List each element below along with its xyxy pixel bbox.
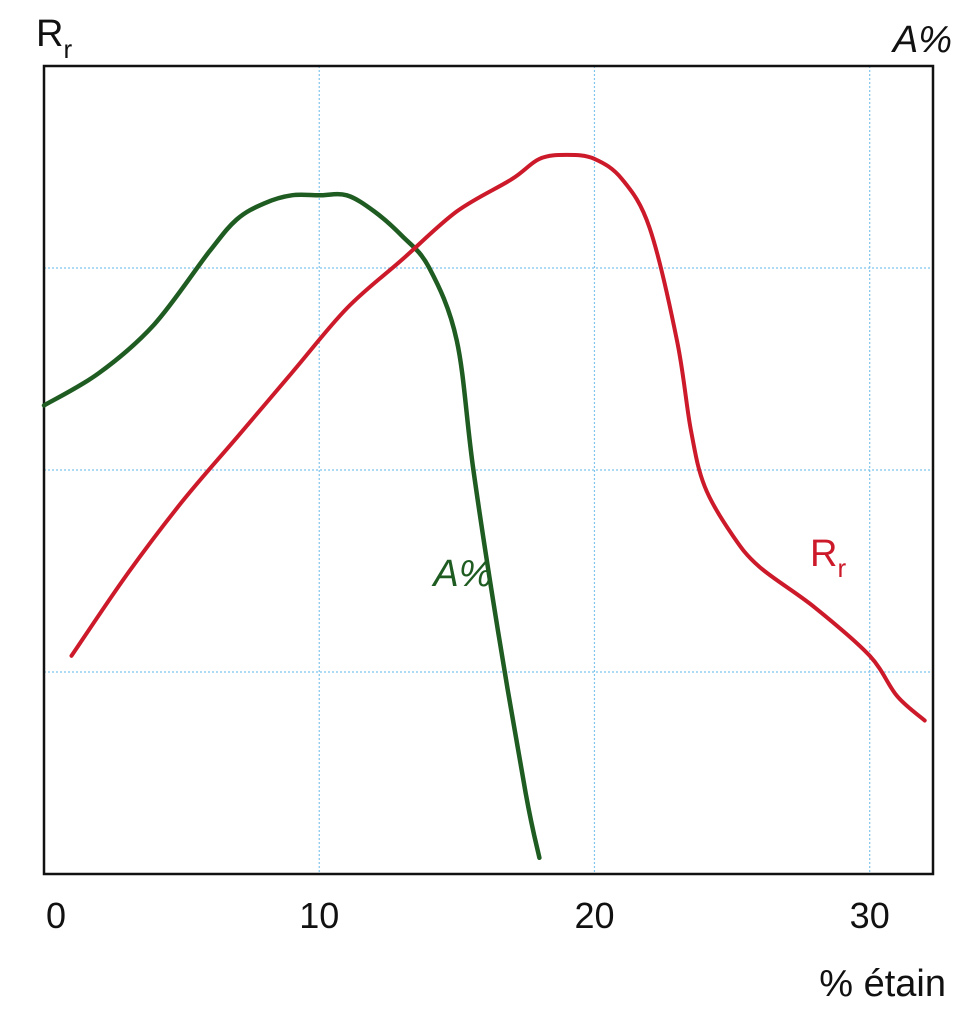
right-axis-label: A% <box>891 19 952 61</box>
grid <box>44 66 933 874</box>
x-tick-label: 20 <box>574 895 614 936</box>
left-axis-label: Rr <box>36 13 72 64</box>
series-label-a-percent: A% <box>431 553 492 595</box>
x-tick-label: 30 <box>850 895 890 936</box>
x-tick-labels: 0 10 20 30 <box>46 895 890 936</box>
plot-frame <box>42 64 935 876</box>
series-line-rr <box>69 152 927 723</box>
series-line-a-percent <box>41 191 542 861</box>
x-tick-label: 0 <box>46 895 66 936</box>
x-tick-label: 10 <box>299 895 339 936</box>
x-axis-label: % étain <box>819 963 946 1005</box>
series-label-rr: Rr <box>810 533 846 583</box>
series-layer <box>41 152 927 861</box>
